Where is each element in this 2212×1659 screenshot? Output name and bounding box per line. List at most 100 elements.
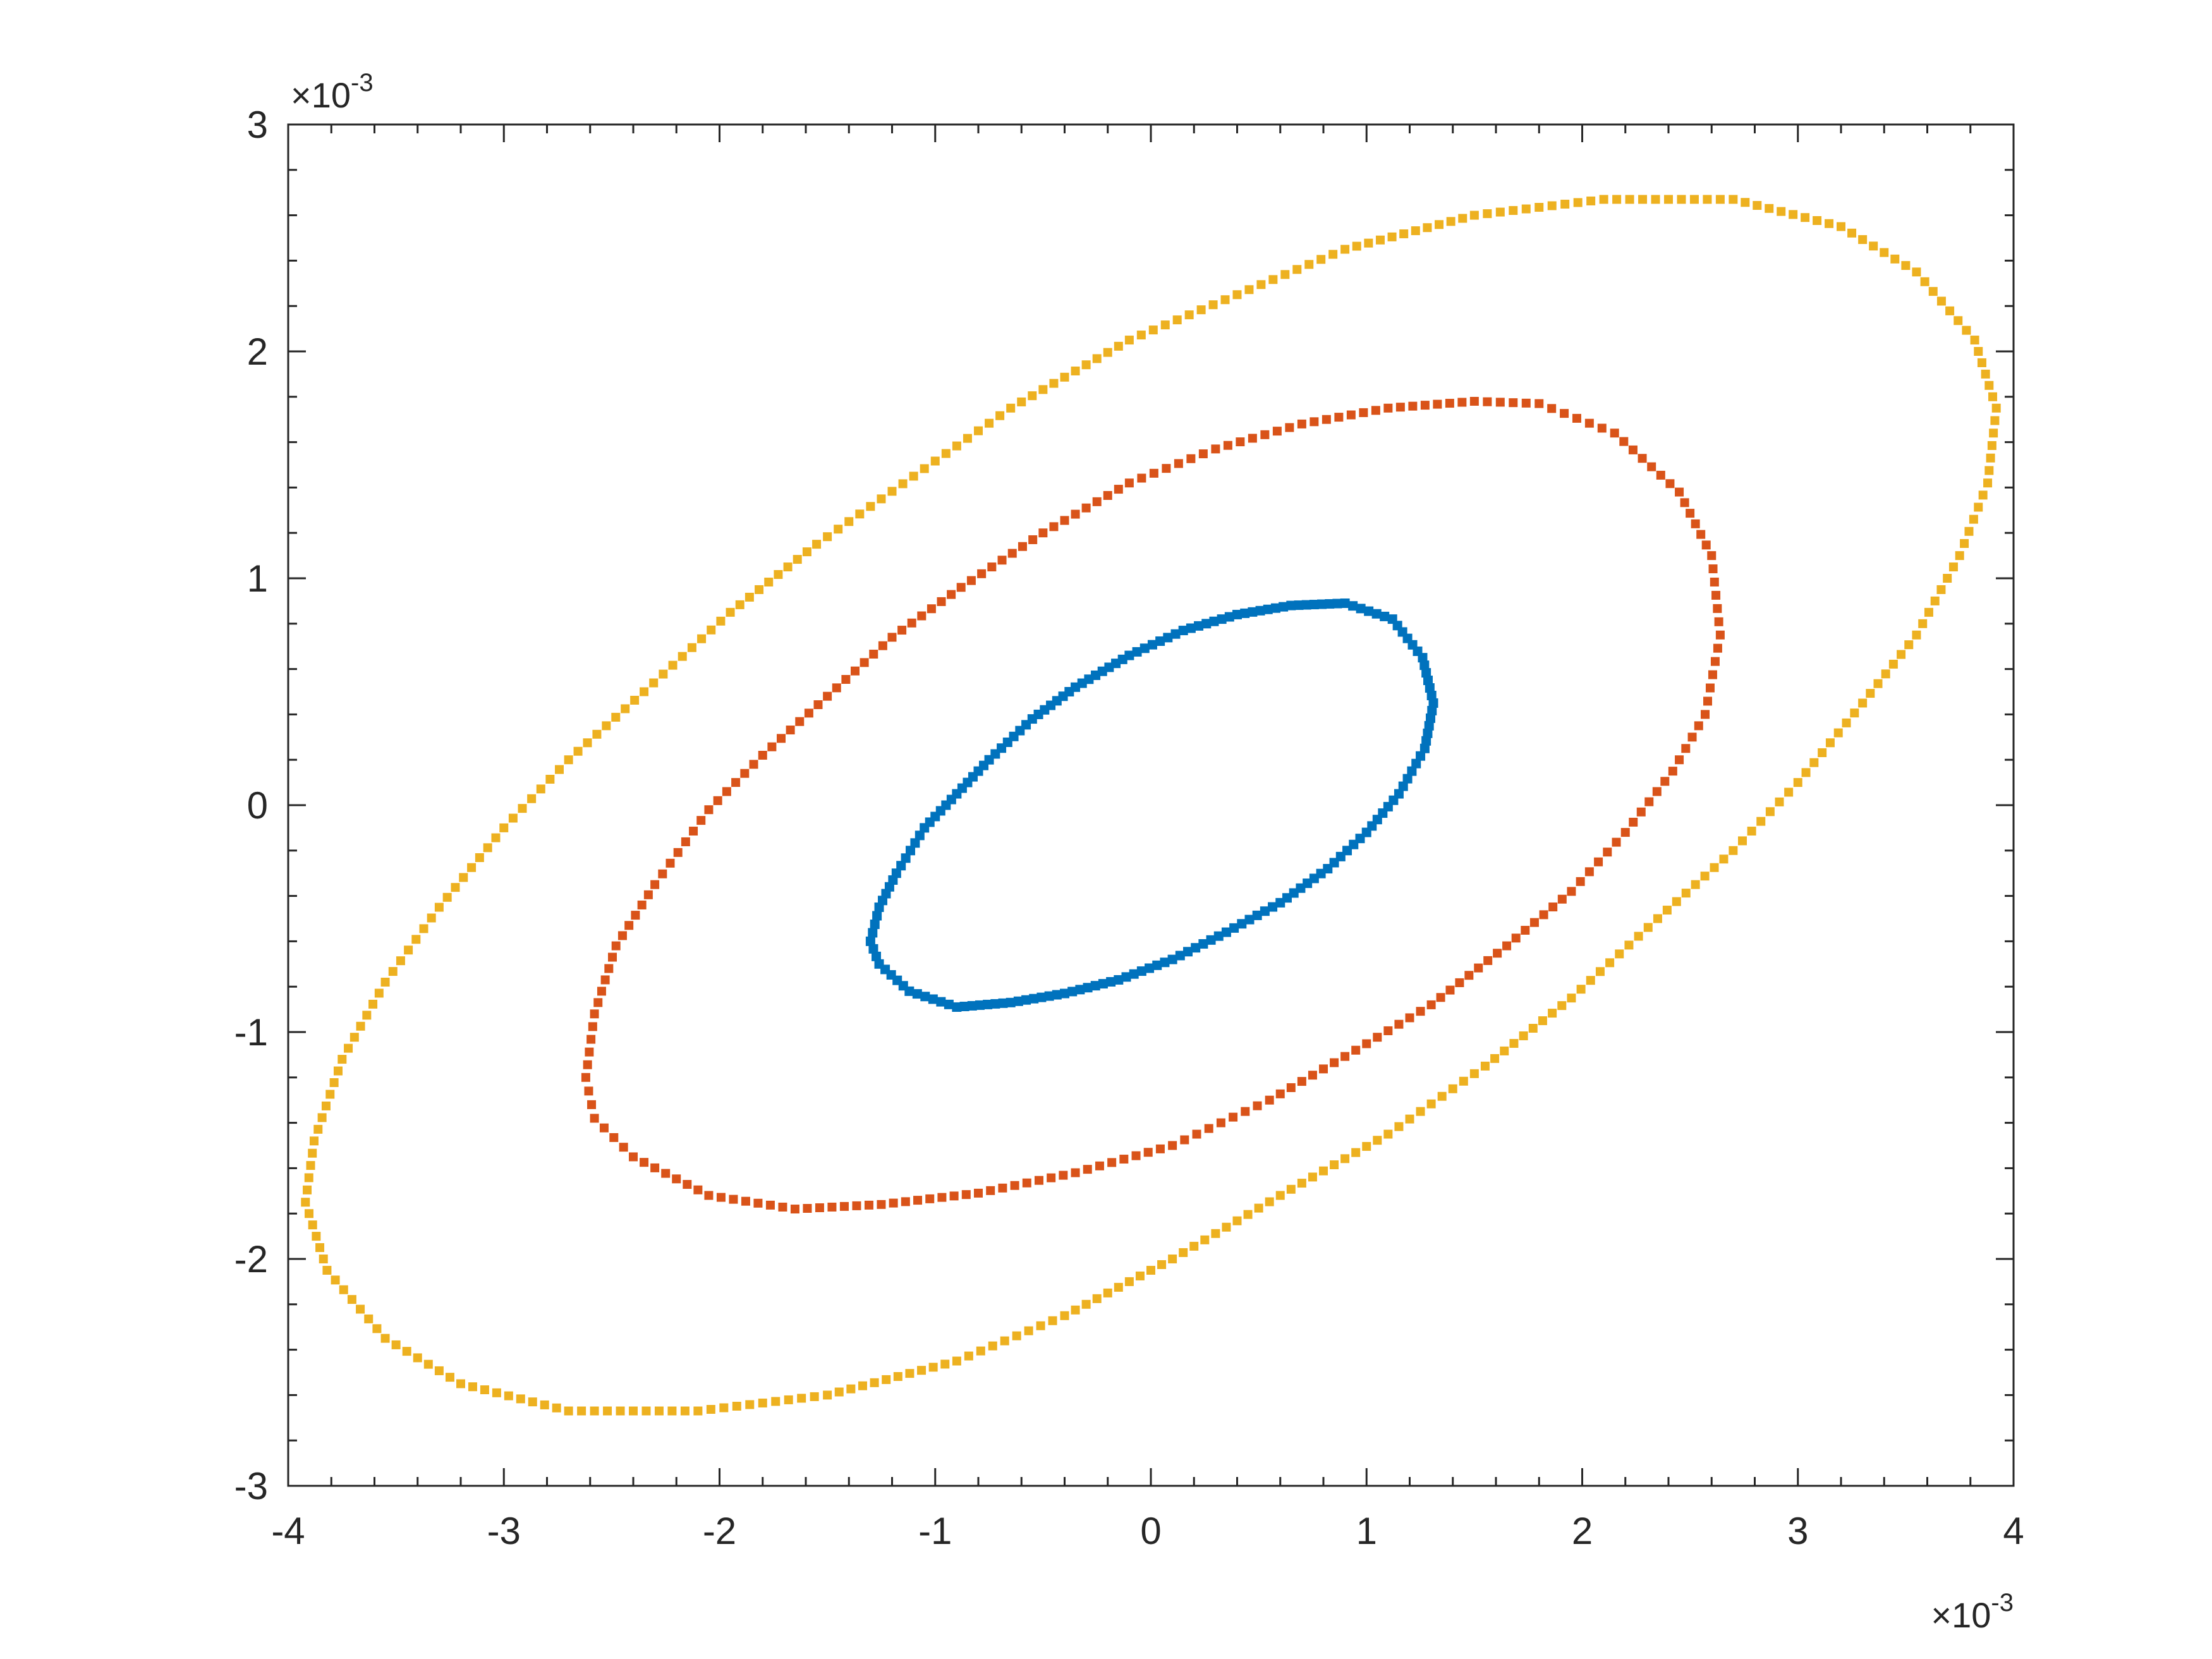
- scatter-point: [1017, 397, 1026, 406]
- scatter-point: [1114, 341, 1123, 351]
- scatter-point: [480, 1385, 489, 1395]
- scatter-point: [956, 583, 966, 592]
- scatter-point: [793, 555, 802, 564]
- scatter-point: [1310, 417, 1319, 427]
- scatter-point: [658, 869, 667, 878]
- scatter-point: [1124, 1277, 1134, 1286]
- scatter-point: [1081, 503, 1091, 513]
- scatter-point: [1897, 650, 1906, 659]
- scatter-point: [564, 755, 573, 765]
- scatter-point: [629, 1406, 638, 1416]
- scatter-point: [1644, 797, 1654, 806]
- scatter-point: [1584, 418, 1594, 428]
- scatter-point: [468, 1382, 477, 1392]
- scatter-point: [858, 1381, 867, 1390]
- scatter-point: [1557, 894, 1567, 904]
- scatter-point: [1687, 732, 1697, 742]
- scatter-point: [731, 778, 741, 787]
- scatter-point: [1106, 977, 1116, 987]
- scatter-point: [1124, 336, 1134, 345]
- scatter-point: [1022, 1178, 1031, 1188]
- scatter-point: [1615, 949, 1624, 959]
- scatter-point: [696, 816, 706, 825]
- scatter-point: [518, 804, 527, 813]
- scatter-point: [1638, 195, 1648, 204]
- scatter-point: [1229, 923, 1239, 933]
- scatter-point: [1248, 434, 1257, 443]
- scatter-point: [1818, 748, 1827, 757]
- scatter-point: [964, 1351, 973, 1361]
- scatter-point: [1330, 1058, 1339, 1067]
- scatter-point: [966, 576, 976, 585]
- scatter-point: [1348, 601, 1358, 611]
- scatter-point: [1987, 441, 1996, 450]
- scatter-point: [1018, 542, 1027, 551]
- scatter-point: [1232, 290, 1242, 300]
- scatter-point: [815, 1203, 824, 1212]
- scatter-point: [1263, 604, 1273, 614]
- scatter-point: [1285, 423, 1294, 432]
- scatter-point: [1912, 630, 1921, 640]
- scatter-point: [1665, 479, 1675, 489]
- scatter-point: [1521, 204, 1531, 214]
- scatter-point: [1920, 277, 1929, 286]
- scatter-point: [1710, 863, 1719, 872]
- scatter-point: [1416, 1007, 1425, 1016]
- scatter-point: [380, 978, 390, 987]
- scatter-point: [851, 666, 860, 676]
- scatter-point: [1538, 1016, 1547, 1026]
- scatter-point: [1038, 385, 1048, 394]
- scatter-point: [583, 1060, 592, 1069]
- scatter-point: [528, 1397, 537, 1407]
- scatter-point: [1521, 398, 1531, 408]
- scatter-point: [1978, 490, 1988, 500]
- scatter-point: [1328, 250, 1338, 259]
- scatter-point: [1131, 1151, 1141, 1160]
- scatter-point: [1196, 305, 1206, 315]
- scatter-point: [1402, 774, 1413, 784]
- scatter-point: [1519, 1031, 1528, 1040]
- scatter-point: [901, 853, 911, 863]
- scatter-point: [1703, 195, 1712, 204]
- scatter-point: [349, 1033, 359, 1042]
- scatter-point: [619, 1143, 628, 1152]
- scatter-point: [552, 1403, 561, 1413]
- scatter-point: [741, 1196, 750, 1206]
- scatter-point: [1317, 599, 1327, 609]
- scatter-point: [1211, 1229, 1220, 1238]
- scatter-point: [758, 1398, 767, 1407]
- scatter-point: [1825, 219, 1834, 228]
- scatter-point: [1433, 399, 1442, 409]
- scatter-point: [303, 1185, 312, 1194]
- scatter-point: [1398, 781, 1408, 791]
- scatter-point: [1928, 287, 1938, 296]
- scatter-point: [1132, 647, 1142, 657]
- scatter-point: [812, 540, 822, 549]
- scatter-point: [1148, 325, 1158, 335]
- scatter-point: [871, 951, 881, 961]
- scatter-point: [492, 1388, 501, 1397]
- scatter-point: [930, 456, 940, 466]
- scatter-point: [1060, 988, 1069, 999]
- scatter-point: [555, 765, 564, 774]
- scatter-point: [1610, 428, 1619, 438]
- scatter-point: [1359, 408, 1368, 417]
- scatter-point: [1436, 993, 1445, 1002]
- scatter-point: [1167, 954, 1177, 964]
- scatter-point: [1232, 609, 1242, 619]
- scatter-point: [1220, 295, 1230, 305]
- scatter-point: [321, 1101, 331, 1110]
- scatter-point: [1448, 1084, 1457, 1093]
- scatter-point: [839, 1201, 849, 1211]
- scatter-point: [844, 517, 854, 526]
- scatter-point: [1713, 604, 1722, 613]
- scatter-point: [998, 998, 1008, 1008]
- scatter-point: [347, 1295, 356, 1304]
- scatter-point: [1974, 347, 1983, 356]
- scatter-point: [1168, 1141, 1177, 1150]
- scatter-point: [1653, 914, 1662, 923]
- scatter-point: [1445, 399, 1454, 408]
- scatter-point: [1322, 415, 1331, 424]
- scatter-point: [928, 994, 938, 1004]
- scatter-point: [1092, 354, 1102, 363]
